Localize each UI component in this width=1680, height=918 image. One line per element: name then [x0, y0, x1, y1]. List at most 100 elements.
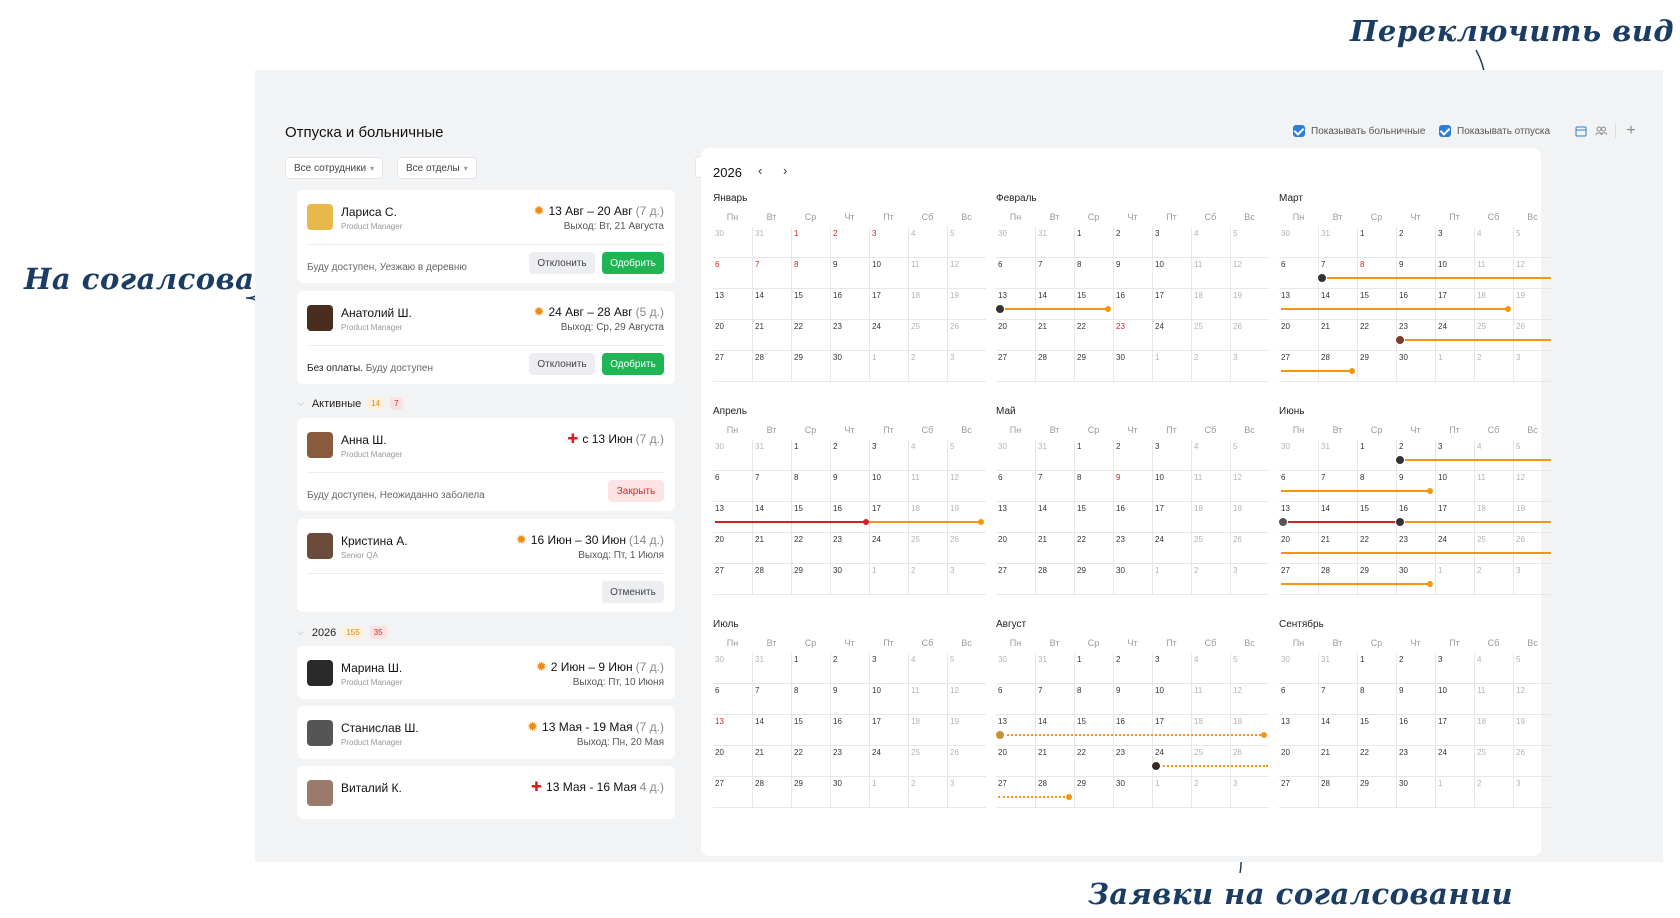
calendar-day[interactable]: 2 — [1191, 564, 1230, 595]
calendar-day[interactable]: 3 — [1435, 227, 1474, 258]
calendar-day[interactable]: 31 — [1035, 227, 1074, 258]
calendar-day[interactable]: 30 — [1396, 564, 1435, 595]
calendar-day[interactable]: 25 — [1191, 746, 1230, 777]
calendar-day[interactable]: 14 — [752, 289, 791, 320]
calendar-day[interactable]: 28 — [1035, 777, 1074, 808]
calendar-day[interactable]: 31 — [752, 227, 791, 258]
calendar-day[interactable]: 19 — [1513, 715, 1552, 746]
calendar-day[interactable]: 1 — [1152, 351, 1191, 382]
calendar-day[interactable]: 19 — [1513, 289, 1552, 320]
calendar-day[interactable]: 20 — [996, 320, 1035, 351]
calendar-day[interactable]: 26 — [1230, 746, 1269, 777]
calendar-day[interactable]: 9 — [830, 258, 869, 289]
calendar-day[interactable]: 19 — [947, 715, 986, 746]
calendar-day[interactable]: 26 — [947, 320, 986, 351]
history-card[interactable]: Виталий К. ✚ 13 Мая - 16 Мая 4 д.) — [297, 766, 675, 819]
calendar-day[interactable]: 24 — [1152, 320, 1191, 351]
calendar-day[interactable]: 10 — [1435, 471, 1474, 502]
calendar-day[interactable]: 31 — [1318, 227, 1357, 258]
calendar-day[interactable]: 28 — [1318, 777, 1357, 808]
calendar-day[interactable]: 31 — [1318, 653, 1357, 684]
calendar-day[interactable]: 9 — [1113, 471, 1152, 502]
calendar-day[interactable]: 1 — [1152, 777, 1191, 808]
approve-button[interactable]: Одобрить — [602, 353, 664, 375]
calendar-day[interactable]: 30 — [1113, 564, 1152, 595]
calendar-day[interactable]: 14 — [1035, 502, 1074, 533]
calendar-day[interactable]: 15 — [791, 502, 830, 533]
calendar-day[interactable]: 30 — [713, 653, 752, 684]
calendar-day[interactable]: 22 — [791, 533, 830, 564]
calendar-day[interactable]: 8 — [1074, 684, 1113, 715]
calendar-day[interactable]: 21 — [1035, 746, 1074, 777]
calendar-day[interactable]: 29 — [1074, 351, 1113, 382]
calendar-day[interactable]: 17 — [869, 289, 908, 320]
calendar-day[interactable]: 15 — [1074, 715, 1113, 746]
calendar-day[interactable]: 29 — [1074, 564, 1113, 595]
calendar-day[interactable]: 21 — [752, 320, 791, 351]
calendar-day[interactable]: 15 — [1357, 502, 1396, 533]
vacation-bar[interactable] — [1000, 308, 1108, 310]
calendar-day[interactable]: 7 — [1035, 471, 1074, 502]
calendar-day[interactable]: 4 — [1474, 653, 1513, 684]
calendar-day[interactable]: 3 — [1152, 440, 1191, 471]
calendar-day[interactable]: 20 — [1279, 746, 1318, 777]
calendar-day[interactable]: 6 — [1279, 471, 1318, 502]
calendar-day[interactable]: 31 — [1035, 440, 1074, 471]
calendar-day[interactable]: 7 — [752, 471, 791, 502]
calendar-day[interactable]: 30 — [1279, 653, 1318, 684]
calendar-day[interactable]: 26 — [1230, 320, 1269, 351]
calendar-day[interactable]: 28 — [752, 564, 791, 595]
calendar-day[interactable]: 1 — [1357, 227, 1396, 258]
calendar-day[interactable]: 10 — [1435, 684, 1474, 715]
calendar-day[interactable]: 23 — [830, 533, 869, 564]
calendar-day[interactable]: 23 — [1113, 746, 1152, 777]
calendar-day[interactable]: 12 — [947, 684, 986, 715]
calendar-day[interactable]: 12 — [1513, 258, 1552, 289]
calendar-day[interactable]: 6 — [713, 471, 752, 502]
calendar-day[interactable]: 5 — [1230, 440, 1269, 471]
calendar-day[interactable]: 5 — [1230, 227, 1269, 258]
calendar-day[interactable]: 26 — [947, 746, 986, 777]
calendar-day[interactable]: 2 — [908, 351, 947, 382]
calendar-day[interactable]: 6 — [713, 684, 752, 715]
calendar-day[interactable]: 21 — [1318, 533, 1357, 564]
calendar-day[interactable]: 2 — [1474, 564, 1513, 595]
calendar-day[interactable]: 3 — [1230, 351, 1269, 382]
calendar-day[interactable]: 6 — [996, 684, 1035, 715]
calendar-day[interactable]: 8 — [1357, 258, 1396, 289]
calendar-day[interactable]: 23 — [830, 746, 869, 777]
calendar-day[interactable]: 17 — [1152, 715, 1191, 746]
calendar-day[interactable]: 30 — [1396, 777, 1435, 808]
calendar-day[interactable]: 2 — [1474, 777, 1513, 808]
calendar-day[interactable]: 5 — [947, 440, 986, 471]
calendar-day[interactable]: 14 — [1318, 289, 1357, 320]
calendar-day[interactable]: 28 — [1318, 351, 1357, 382]
calendar-day[interactable]: 29 — [1357, 351, 1396, 382]
calendar-day[interactable]: 20 — [996, 533, 1035, 564]
vacation-bar[interactable] — [1322, 277, 1551, 279]
calendar-day[interactable]: 16 — [830, 715, 869, 746]
show-vacation-checkbox[interactable]: Показывать отпуска — [1439, 125, 1550, 137]
calendar-day[interactable]: 3 — [1513, 564, 1552, 595]
calendar-day[interactable]: 4 — [908, 227, 947, 258]
cancel-button[interactable]: Отменить — [602, 581, 664, 603]
vacation-bar[interactable] — [1400, 459, 1551, 461]
calendar-day[interactable]: 18 — [1191, 502, 1230, 533]
calendar-day[interactable]: 13 — [996, 289, 1035, 320]
calendar-day[interactable]: 22 — [1074, 533, 1113, 564]
calendar-day[interactable]: 8 — [1074, 471, 1113, 502]
calendar-day[interactable]: 10 — [1152, 684, 1191, 715]
calendar-day[interactable]: 18 — [908, 289, 947, 320]
calendar-day[interactable]: 4 — [1474, 440, 1513, 471]
calendar-day[interactable]: 7 — [1035, 684, 1074, 715]
calendar-day[interactable]: 24 — [869, 746, 908, 777]
calendar-day[interactable]: 15 — [791, 289, 830, 320]
calendar-day[interactable]: 26 — [1230, 533, 1269, 564]
calendar-day[interactable]: 8 — [1357, 684, 1396, 715]
calendar-day[interactable]: 27 — [996, 777, 1035, 808]
calendar-day[interactable]: 31 — [1318, 440, 1357, 471]
calendar-day[interactable]: 19 — [1230, 502, 1269, 533]
calendar-day[interactable]: 30 — [713, 440, 752, 471]
calendar-day[interactable]: 7 — [752, 258, 791, 289]
calendar-day[interactable]: 8 — [791, 471, 830, 502]
